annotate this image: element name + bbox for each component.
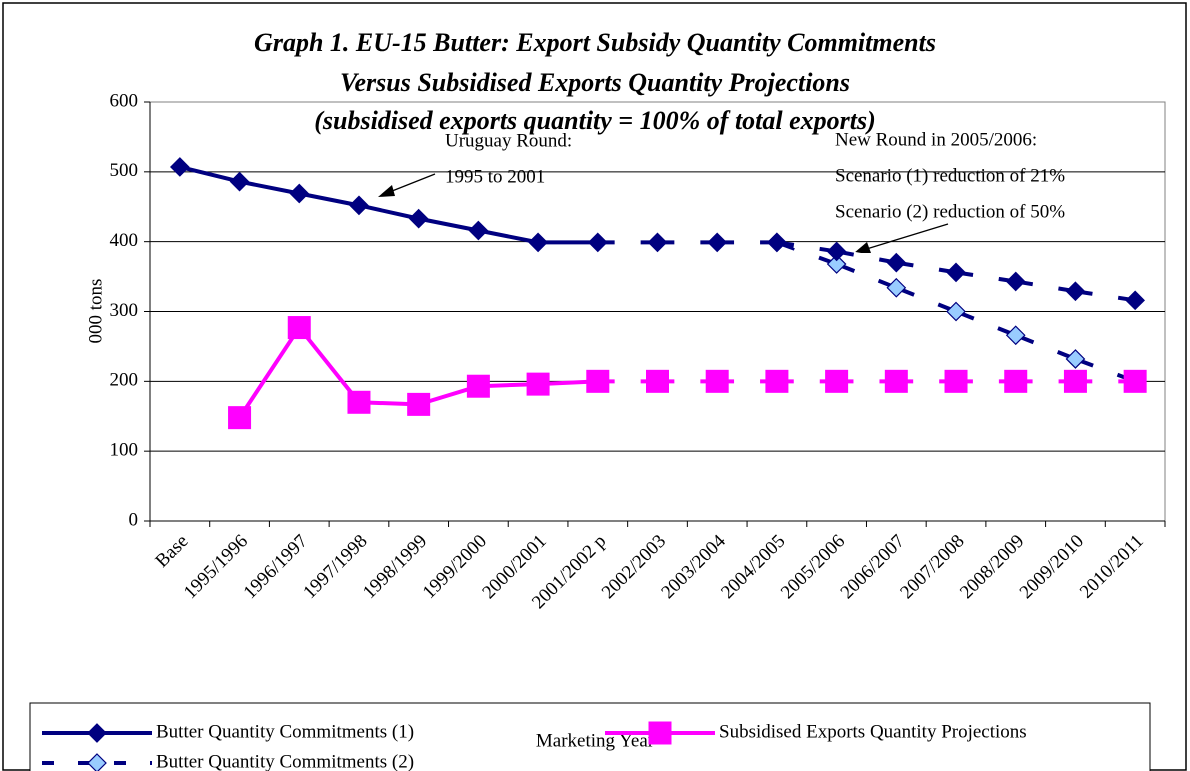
y-tick-label: 0 <box>129 509 139 530</box>
point <box>767 232 787 253</box>
point <box>646 369 669 393</box>
annotation-arrowhead <box>378 185 395 197</box>
dash-gap <box>775 239 838 267</box>
point <box>647 232 668 253</box>
point <box>587 232 608 253</box>
dash-gap <box>776 239 838 255</box>
point <box>1005 325 1026 346</box>
point <box>1065 349 1086 369</box>
dash-gap <box>1074 288 1136 304</box>
point <box>407 392 431 416</box>
point <box>349 195 369 216</box>
point <box>884 369 908 393</box>
dash-gap <box>835 261 898 291</box>
point <box>586 369 610 393</box>
point <box>289 183 310 204</box>
y-tick-label: 500 <box>110 160 139 181</box>
annotation: Scenario (1) reduction of 21% <box>835 165 1065 186</box>
y-tick-label: 200 <box>110 370 139 391</box>
legend-marker <box>648 721 672 745</box>
point <box>347 390 371 414</box>
annotation-arrow <box>859 223 949 252</box>
point <box>886 252 907 273</box>
y-tick-label: 300 <box>110 300 139 321</box>
point <box>468 220 489 241</box>
point <box>1123 369 1147 393</box>
dash-gap <box>1014 332 1077 362</box>
legend-label: Subsidised Exports Quantity Projections <box>719 721 1027 742</box>
point <box>228 406 252 430</box>
y-tick-label: 400 <box>110 230 139 251</box>
legend-box <box>29 702 1151 771</box>
point <box>287 316 311 340</box>
annotation: 1995 to 2001 <box>445 166 545 187</box>
point <box>229 171 250 192</box>
point <box>946 301 966 322</box>
x-axis-label: Marketing Year <box>536 730 655 751</box>
point <box>1004 369 1028 393</box>
point <box>886 277 907 298</box>
point <box>707 232 728 253</box>
point <box>466 374 490 398</box>
dash-gap <box>1074 356 1137 385</box>
y-axis-label: 000 tons <box>85 279 106 344</box>
chart-title: Graph 1. EU-15 Butter: Export Subsidy Qu… <box>254 28 936 57</box>
point <box>1125 290 1145 311</box>
chart-title: Versus Subsidised Exports Quantity Proje… <box>340 68 850 97</box>
point <box>170 157 190 177</box>
point <box>526 372 550 396</box>
annotation: New Round in 2005/2006: <box>835 129 1037 150</box>
point <box>825 369 849 393</box>
point <box>1063 369 1087 393</box>
annotation: Uruguay Round: <box>445 130 572 151</box>
legend-marker <box>87 753 107 771</box>
point <box>1005 271 1026 292</box>
point <box>408 208 429 229</box>
dash-gap <box>895 259 957 276</box>
point <box>944 369 968 393</box>
point <box>1065 281 1086 302</box>
dash-gap <box>836 248 897 266</box>
legend-label: Butter Quantity Commitments (2) <box>156 751 414 771</box>
annotation: Scenario (2) reduction of 50% <box>835 201 1065 222</box>
legend-marker <box>87 723 107 743</box>
annotation-arrowhead <box>854 242 871 253</box>
dash-gap <box>895 284 958 315</box>
y-tick-label: 600 <box>110 90 139 111</box>
point <box>826 241 847 262</box>
point <box>946 262 966 283</box>
point <box>705 369 729 393</box>
dash-gap <box>1015 278 1076 295</box>
y-tick-label: 100 <box>110 440 139 461</box>
point <box>528 232 548 253</box>
dash-gap <box>955 269 1017 285</box>
point <box>826 254 847 274</box>
chart-title: (subsidised exports quantity = 100% of t… <box>314 106 876 135</box>
legend-label: Butter Quantity Commitments (1) <box>156 721 414 742</box>
point <box>765 369 789 393</box>
dash-gap <box>954 308 1017 339</box>
